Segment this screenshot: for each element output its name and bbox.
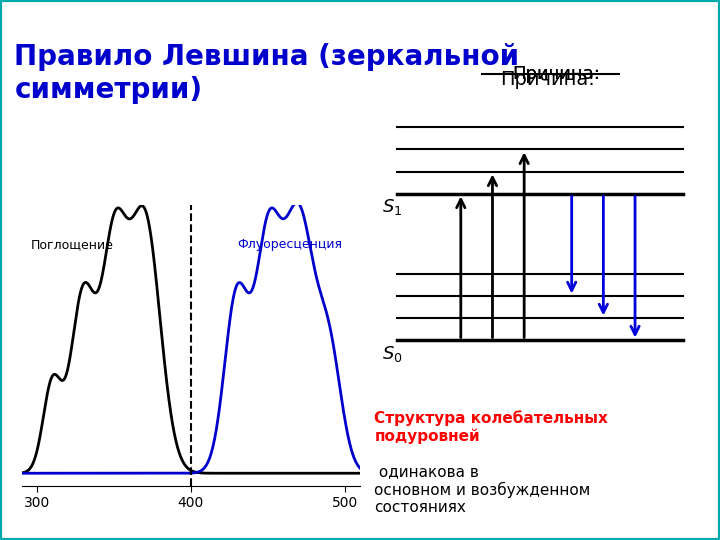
Text: Правило Левшина (зеркальной
симметрии): Правило Левшина (зеркальной симметрии) xyxy=(14,43,520,104)
Text: Причина:: Причина: xyxy=(512,65,600,83)
Text: $S_1$: $S_1$ xyxy=(382,197,402,217)
Text: Структура колебательных
подуровней: Структура колебательных подуровней xyxy=(374,410,608,444)
Text: одинакова в
основном и возбужденном
состояниях: одинакова в основном и возбужденном сост… xyxy=(374,464,590,515)
Text: $S_0$: $S_0$ xyxy=(382,344,402,364)
Text: Причина:: Причина: xyxy=(512,65,600,83)
Text: Причина:: Причина: xyxy=(500,70,595,89)
Text: Поглощение: Поглощение xyxy=(31,238,114,252)
Text: Флуоресценция: Флуоресценция xyxy=(237,238,342,252)
